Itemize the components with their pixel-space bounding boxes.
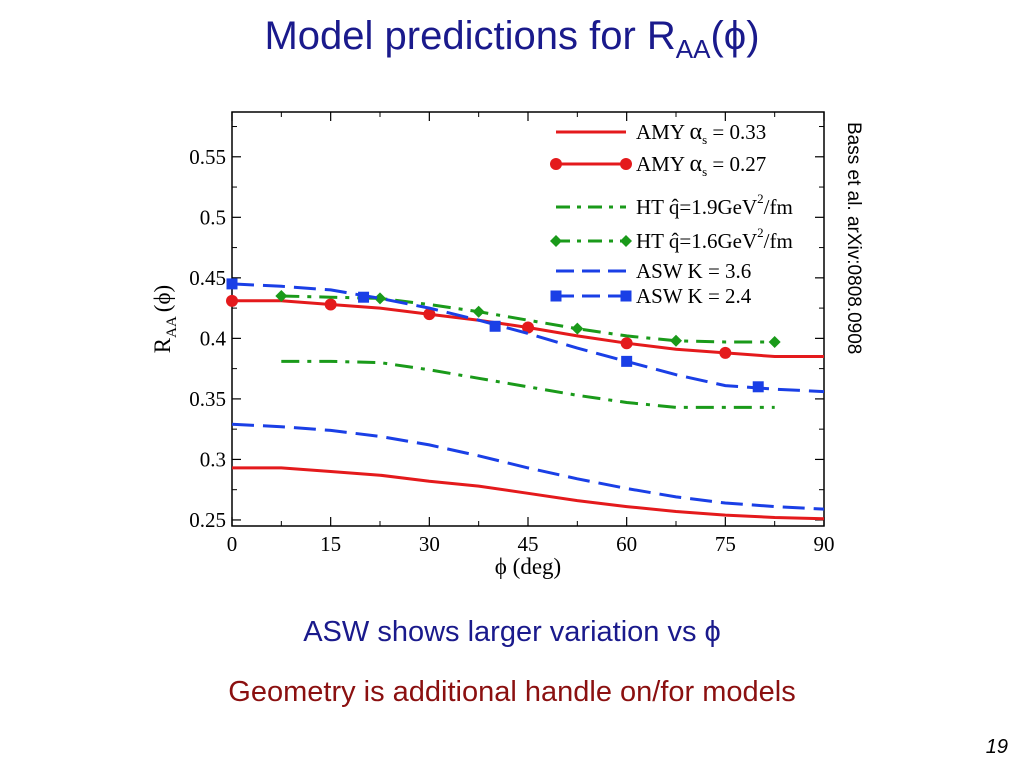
series-2 bbox=[226, 294, 824, 359]
legend-entry-5: ASW K = 3.6 bbox=[556, 259, 751, 283]
data-point-circle bbox=[620, 158, 632, 170]
legend-label-qhat: q̂ bbox=[669, 195, 680, 219]
legend-label: HT q̂=1.9GeV2/fm bbox=[636, 191, 793, 219]
y-tick-label: 0.55 bbox=[189, 145, 226, 169]
y-axis-label-tail: (ϕ) bbox=[150, 285, 175, 312]
y-tick-label: 0.25 bbox=[189, 508, 226, 532]
y-axis-label-main: R bbox=[150, 337, 175, 353]
x-tick-label: 60 bbox=[616, 532, 637, 556]
legend-label-superscript: 2 bbox=[757, 191, 764, 206]
x-tick-label: 75 bbox=[715, 532, 736, 556]
legend-label-text: ASW K = 2.4 bbox=[636, 284, 752, 308]
x-tick-label: 0 bbox=[227, 532, 238, 556]
legend-entry-3: HT q̂=1.9GeV2/fm bbox=[556, 191, 793, 219]
legend-label-subscript: s bbox=[702, 164, 707, 179]
legend-label-subscript: s bbox=[702, 132, 707, 147]
legend-label-text: HT bbox=[636, 195, 669, 219]
legend-label-superscript: 2 bbox=[757, 225, 764, 240]
y-tick-label: 0.45 bbox=[189, 266, 226, 290]
data-point-circle bbox=[226, 294, 238, 307]
legend-label-text: ASW K = 3.6 bbox=[636, 259, 751, 283]
data-point-square bbox=[358, 291, 370, 303]
series-line bbox=[231, 422, 825, 511]
y-tick-label: 0.5 bbox=[200, 205, 226, 229]
x-tick-label: 15 bbox=[320, 532, 341, 556]
legend-label: ASW K = 2.4 bbox=[636, 284, 752, 308]
legend-label-greek: α bbox=[689, 119, 702, 145]
data-point-diamond bbox=[374, 292, 386, 305]
tick-layer: 0 15 30 45 60 75 90 0.25 0.3 0.35 0.4 0.45 0.5 0.55 bbox=[189, 112, 835, 556]
caption-geometry-handle: Geometry is additional handle on/for mod… bbox=[228, 676, 796, 708]
y-axis-label-subscript: AA bbox=[164, 316, 180, 338]
legend-label-greek: α bbox=[689, 151, 702, 177]
legend-label-unit: /fm bbox=[764, 195, 793, 219]
data-point-square bbox=[620, 290, 632, 302]
data-point-square bbox=[226, 278, 238, 290]
slide-title-subscript: AA bbox=[675, 34, 711, 64]
caption-asw-variation: ASW shows larger variation vs ϕ bbox=[303, 616, 721, 648]
data-point-diamond bbox=[670, 334, 682, 347]
page-number: 19 bbox=[985, 736, 1008, 758]
x-axis-label: ϕ (deg) bbox=[495, 554, 561, 579]
series-layer bbox=[226, 278, 825, 521]
y-tick-label: 0.4 bbox=[200, 326, 227, 350]
legend-label: AMY αs = 0.33 bbox=[636, 119, 766, 147]
series-line bbox=[231, 282, 825, 394]
data-point-circle bbox=[522, 321, 534, 334]
data-point-diamond bbox=[275, 290, 288, 302]
legend-label-text: AMY bbox=[636, 120, 689, 144]
legend-label-value: =1.6GeV bbox=[679, 229, 757, 253]
legend-label-value: = 0.33 bbox=[707, 120, 766, 144]
data-point-diamond bbox=[472, 305, 485, 318]
series-line bbox=[281, 359, 775, 409]
y-tick-label: 0.35 bbox=[189, 387, 226, 411]
legend-entry-2: AMY αs = 0.27 bbox=[550, 151, 766, 179]
plot-frame bbox=[231, 111, 825, 527]
legend-label-qhat: q̂ bbox=[669, 229, 680, 253]
slide-title-tail: (ϕ) bbox=[710, 14, 760, 58]
slide-title-main: Model predictions for R bbox=[264, 14, 676, 58]
legend-label-unit: /fm bbox=[764, 229, 793, 253]
legend-label: HT q̂=1.6GeV2/fm bbox=[636, 225, 793, 253]
x-tick-label: 30 bbox=[419, 532, 440, 556]
legend-label-text: HT bbox=[636, 229, 669, 253]
data-point-diamond bbox=[768, 336, 781, 348]
series-5 bbox=[231, 422, 825, 511]
data-point-circle bbox=[423, 308, 436, 321]
data-point-square bbox=[550, 290, 562, 302]
citation: Bass et al. arXiv:0808.0908 bbox=[843, 122, 864, 355]
series-line bbox=[232, 466, 825, 521]
series-6 bbox=[226, 278, 825, 394]
y-tick-label: 0.3 bbox=[200, 447, 226, 471]
legend-entry-4: HT q̂=1.6GeV2/fm bbox=[550, 225, 793, 253]
data-point-diamond bbox=[571, 322, 584, 335]
data-point-square bbox=[752, 381, 764, 393]
legend-label-value: =1.9GeV bbox=[679, 195, 757, 219]
y-axis-label: RAA (ϕ) bbox=[150, 285, 180, 353]
data-point-diamond bbox=[550, 235, 562, 247]
x-tick-label: 90 bbox=[814, 532, 835, 556]
series-1 bbox=[232, 466, 825, 521]
data-point-circle bbox=[324, 298, 337, 311]
series-3 bbox=[281, 359, 775, 409]
legend-label-text: AMY bbox=[636, 152, 689, 176]
legend-entry-1: AMY αs = 0.33 bbox=[556, 119, 766, 147]
data-point-square bbox=[489, 320, 501, 332]
data-point-circle bbox=[719, 346, 732, 359]
legend-label: ASW K = 3.6 bbox=[636, 259, 751, 283]
data-point-circle bbox=[550, 158, 562, 170]
x-tick-label: 45 bbox=[518, 532, 539, 556]
data-point-circle bbox=[620, 337, 633, 350]
legend-label-value: = 0.27 bbox=[707, 152, 766, 176]
legend-label: AMY αs = 0.27 bbox=[636, 151, 766, 179]
slide-title: Model predictions for RAA(ϕ) bbox=[0, 14, 1024, 65]
legend-entry-6: ASW K = 2.4 bbox=[550, 284, 752, 308]
data-point-diamond bbox=[620, 235, 632, 247]
data-point-square bbox=[621, 355, 633, 367]
